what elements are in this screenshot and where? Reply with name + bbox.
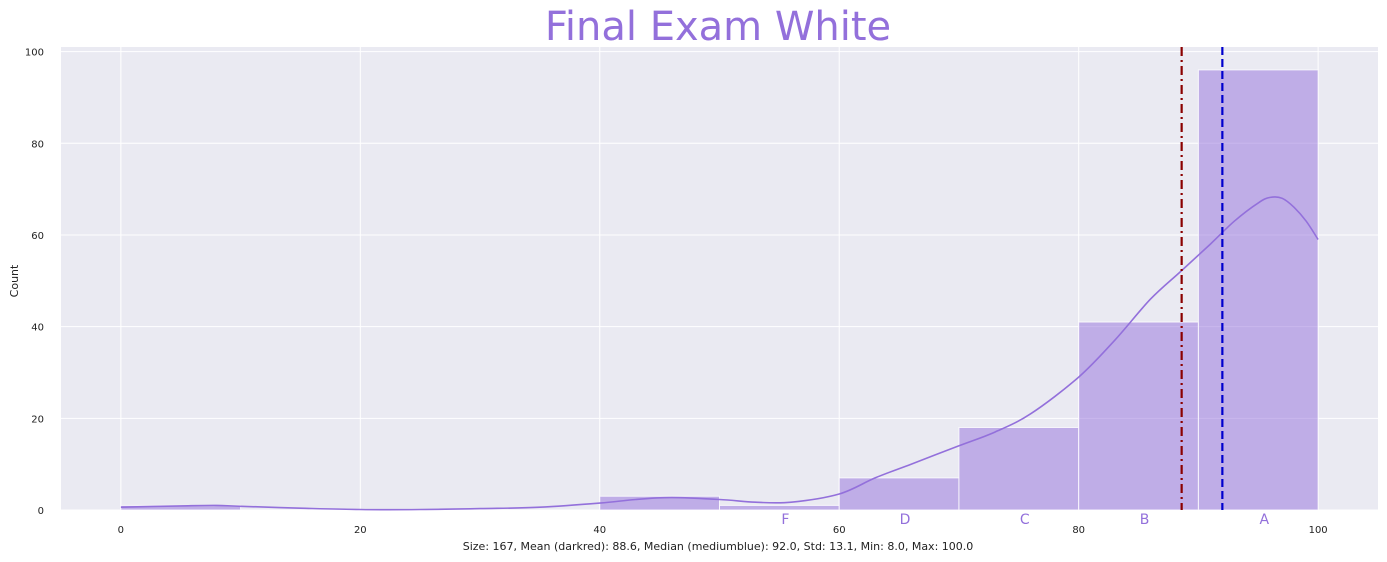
grade-label-c: C [1020, 512, 1030, 528]
grade-label-d: D [900, 512, 911, 528]
y-tick-label: 100 [25, 48, 44, 59]
histogram-bar [838, 477, 960, 511]
y-tick-label: 40 [31, 323, 44, 334]
histogram-bar [719, 504, 840, 511]
grade-label-a: A [1259, 512, 1269, 528]
y-tick-label: 80 [31, 139, 44, 150]
x-tick-label: 40 [593, 525, 606, 536]
x-tick-label: 80 [1072, 525, 1085, 536]
x-axis-label: Size: 167, Mean (darkred): 88.6, Median … [463, 540, 974, 553]
y-tick-label: 0 [38, 506, 44, 517]
grade-label-f: F [781, 512, 789, 528]
chart-title: Final Exam White [545, 4, 891, 50]
kde-curve-group [120, 196, 1319, 511]
y-tick-label: 20 [31, 414, 44, 425]
stat-lines [1180, 47, 1224, 510]
x-tick-labels: 0 20 40 60 80 100 [118, 525, 1328, 536]
y-axis-label: Count [8, 264, 21, 297]
grade-label-b: B [1140, 512, 1150, 528]
x-tick-label: 100 [1309, 525, 1328, 536]
x-tick-label: 20 [354, 525, 367, 536]
histogram-bars [120, 69, 1319, 511]
histogram-bar [1197, 69, 1319, 511]
histogram-bar [1078, 321, 1199, 511]
x-tick-label: 0 [118, 525, 124, 536]
x-tick-label: 60 [833, 525, 846, 536]
histogram-bar [958, 426, 1080, 511]
kde-curve [120, 196, 1319, 511]
y-tick-labels: 0 20 40 60 80 100 [25, 48, 44, 517]
y-tick-label: 60 [31, 231, 44, 242]
